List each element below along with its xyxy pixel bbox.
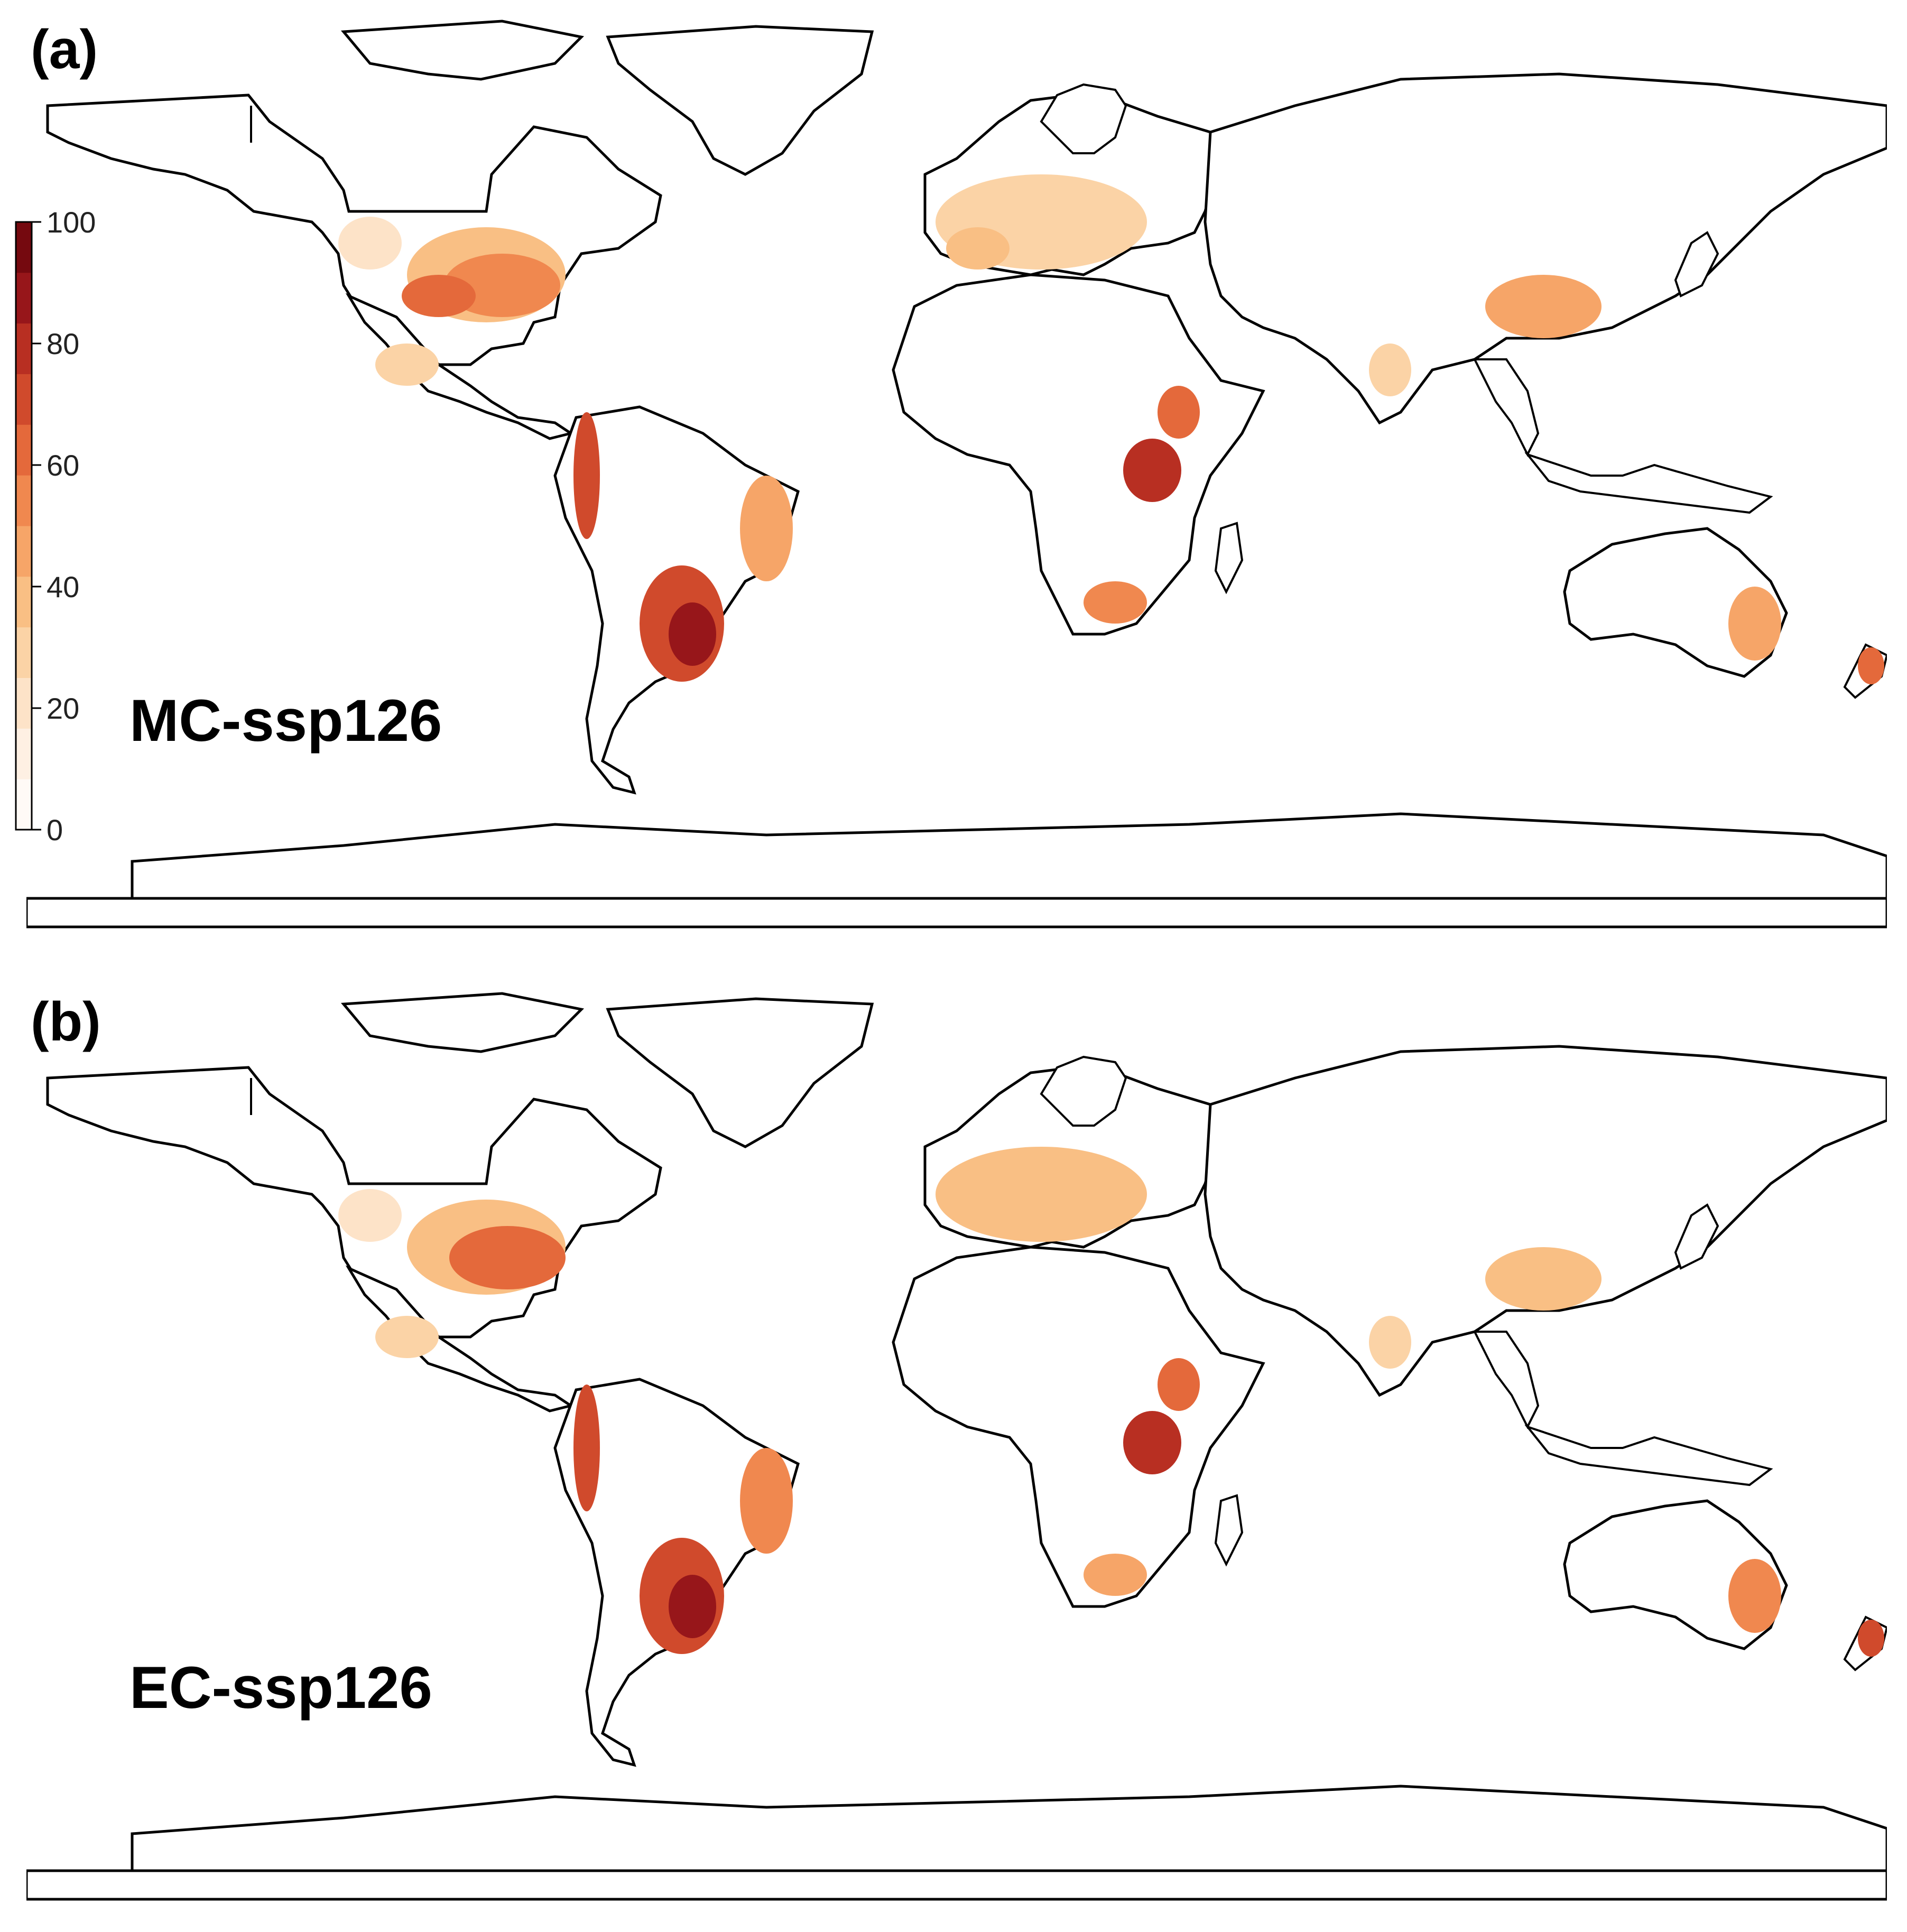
legend-swatch bbox=[16, 323, 32, 374]
scenario-label-b: EC-ssp126 bbox=[129, 1655, 432, 1721]
world-map-b bbox=[26, 972, 1887, 1901]
legend-tick-label: 80 bbox=[47, 327, 79, 360]
panel-label-a: (a) bbox=[31, 19, 98, 80]
legend-swatch bbox=[16, 374, 32, 425]
legend-swatch bbox=[16, 424, 32, 476]
scenario-label-a: MC-ssp126 bbox=[129, 688, 442, 754]
legend-swatch bbox=[16, 779, 32, 830]
panel-label-b: (b) bbox=[31, 991, 101, 1053]
legend-tick-label: 40 bbox=[47, 570, 79, 603]
world-map-a bbox=[26, 0, 1887, 929]
legend-swatch bbox=[16, 576, 32, 628]
legend-border bbox=[15, 221, 33, 831]
legend-color-bar bbox=[15, 221, 33, 831]
legend-tick-label: 60 bbox=[47, 449, 79, 482]
panel-a: (a) MC-ssp126 100 80 60 40 20 0 bbox=[0, 0, 1907, 951]
legend-tick-label: 0 bbox=[47, 813, 63, 847]
legend-swatch bbox=[16, 677, 32, 729]
legend-swatch bbox=[16, 526, 32, 577]
legend-swatch bbox=[16, 627, 32, 678]
legend-swatch bbox=[16, 475, 32, 526]
panel-b: (b) EC-ssp126 bbox=[0, 972, 1907, 1932]
legend-tick-label: 20 bbox=[47, 692, 79, 725]
legend-swatch bbox=[16, 222, 32, 273]
legend-tick-label: 100 bbox=[47, 206, 96, 239]
legend-swatch bbox=[16, 272, 32, 324]
legend-swatch bbox=[16, 728, 32, 779]
color-legend: 100 80 60 40 20 0 bbox=[15, 206, 122, 847]
